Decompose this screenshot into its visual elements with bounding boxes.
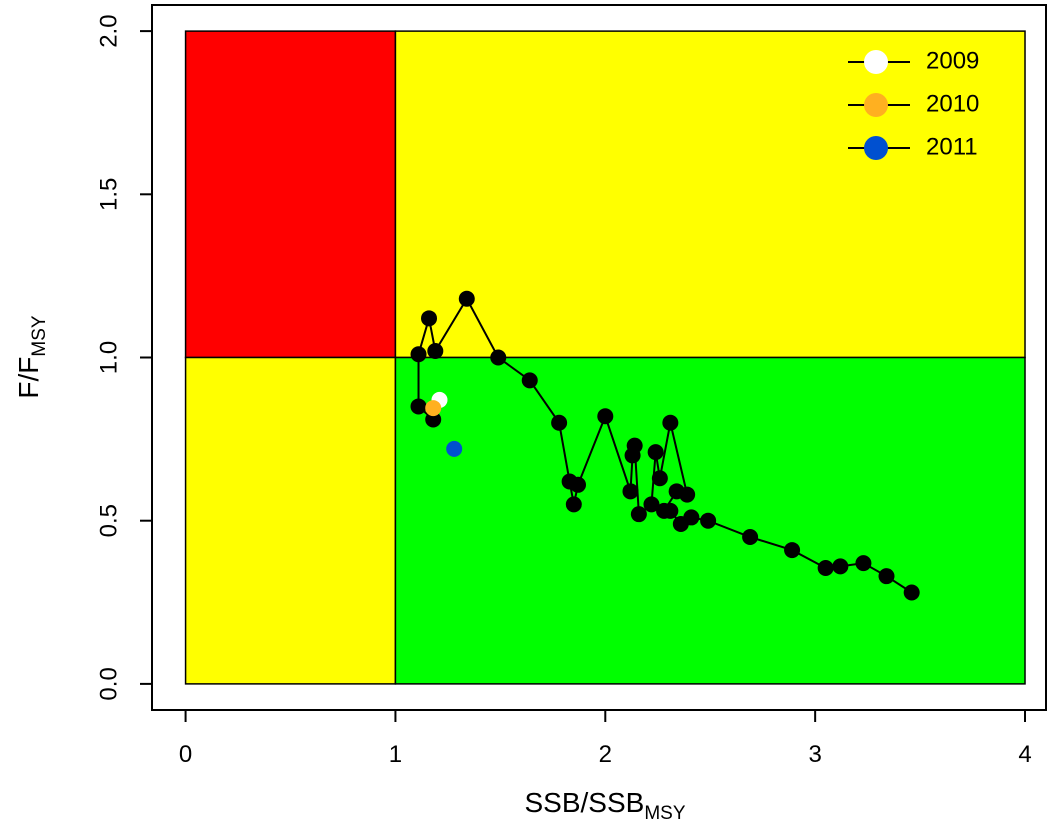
zone bbox=[184, 30, 397, 359]
y-label-sub: MSY bbox=[29, 315, 50, 357]
year-point bbox=[425, 400, 442, 417]
x-tick-label: 3 bbox=[808, 741, 821, 768]
trajectory-point bbox=[521, 372, 538, 389]
trajectory-point bbox=[490, 349, 507, 366]
trajectory-point bbox=[643, 496, 660, 513]
x-tick-label: 0 bbox=[179, 741, 192, 768]
x-tick-label: 2 bbox=[599, 741, 612, 768]
trajectory-point bbox=[425, 411, 442, 428]
trajectory-point bbox=[565, 496, 582, 513]
trajectory-point bbox=[458, 290, 475, 307]
y-tick-label: 1.5 bbox=[95, 178, 122, 211]
trajectory-point bbox=[662, 414, 679, 431]
trajectory-point bbox=[410, 398, 427, 415]
trajectory-point bbox=[855, 555, 872, 572]
trajectory-point bbox=[903, 584, 920, 601]
legend-marker bbox=[864, 136, 888, 160]
legend-marker bbox=[864, 93, 888, 117]
y-axis-label: F/FMSY bbox=[13, 315, 50, 399]
trajectory-point bbox=[624, 447, 641, 464]
y-tick-label: 0.5 bbox=[95, 504, 122, 537]
trajectory-point bbox=[878, 568, 895, 585]
trajectory-point bbox=[410, 346, 427, 363]
legend-label: 2009 bbox=[926, 47, 979, 74]
y-tick-label: 0.0 bbox=[95, 667, 122, 700]
x-label-text: SSB/SSB bbox=[524, 787, 644, 818]
trajectory-point bbox=[784, 542, 801, 559]
trajectory-point bbox=[656, 502, 673, 519]
trajectory-point bbox=[630, 506, 647, 523]
year-point bbox=[446, 440, 463, 457]
trajectory-point bbox=[700, 512, 717, 529]
trajectory-point bbox=[651, 470, 668, 487]
trajectory-point bbox=[622, 483, 639, 500]
x-tick-label: 4 bbox=[1018, 741, 1031, 768]
legend-marker bbox=[864, 50, 888, 74]
trajectory-point bbox=[679, 486, 696, 503]
trajectory-point bbox=[817, 560, 834, 577]
trajectory-point bbox=[597, 408, 614, 425]
trajectory-point bbox=[551, 414, 568, 431]
x-axis-label: SSB/SSBMSY bbox=[524, 787, 685, 824]
zone bbox=[184, 356, 397, 685]
trajectory-point bbox=[421, 310, 438, 327]
y-tick-label: 2.0 bbox=[95, 14, 122, 47]
x-tick-label: 1 bbox=[389, 741, 402, 768]
trajectory-point bbox=[427, 342, 444, 359]
trajectory-point bbox=[647, 444, 664, 461]
zone bbox=[394, 30, 1026, 359]
legend-label: 2011 bbox=[926, 133, 978, 160]
legend-label: 2010 bbox=[926, 90, 979, 117]
x-label-sub: MSY bbox=[644, 803, 686, 824]
y-label-text: F/F bbox=[13, 357, 44, 399]
trajectory-point bbox=[672, 515, 689, 532]
y-tick-label: 1.0 bbox=[95, 341, 122, 374]
trajectory-point bbox=[742, 529, 759, 546]
trajectory-point bbox=[561, 473, 578, 490]
trajectory-point bbox=[832, 558, 849, 575]
